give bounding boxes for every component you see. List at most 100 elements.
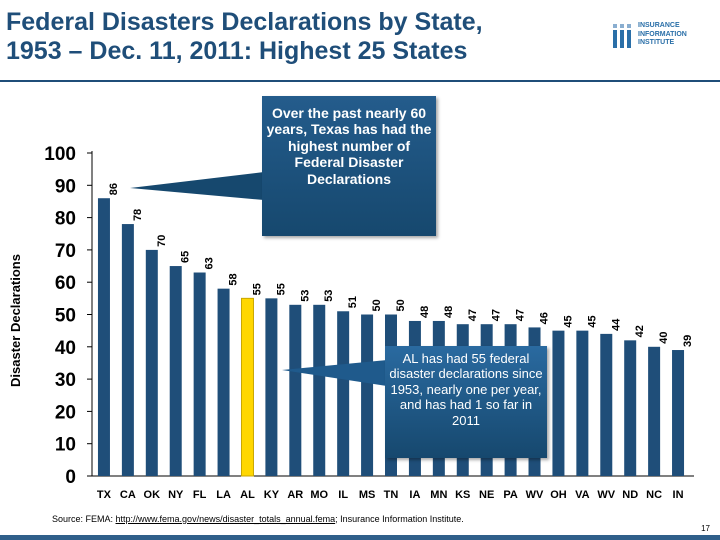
data-label: 50 bbox=[395, 299, 407, 311]
logo-line-3: INSTITUTE bbox=[638, 39, 675, 46]
x-tick-label: AR bbox=[287, 489, 303, 501]
y-tick-label: 70 bbox=[55, 241, 76, 262]
x-tick-label: WV bbox=[597, 489, 615, 501]
x-tick-label: LA bbox=[216, 489, 231, 501]
data-label: 63 bbox=[204, 257, 216, 269]
x-tick-label: VA bbox=[575, 489, 590, 501]
slide-title: Federal Disasters Declarations by State,… bbox=[6, 8, 596, 66]
data-label: 47 bbox=[491, 309, 503, 321]
y-axis-label: Disaster Declarations bbox=[8, 254, 23, 387]
data-label: 86 bbox=[108, 183, 120, 195]
bar-NC bbox=[648, 346, 661, 476]
bar-IN bbox=[672, 350, 685, 476]
logo-text: INSURANCE INFORMATION INSTITUTE bbox=[638, 22, 716, 48]
data-label: 53 bbox=[323, 290, 335, 302]
source-prefix: Source: FEMA: bbox=[52, 514, 116, 524]
x-tick-label: FL bbox=[193, 489, 207, 501]
bar-KY bbox=[265, 298, 278, 476]
bar-IL bbox=[337, 311, 350, 476]
callout-texas: Over the past nearly 60 years, Texas has… bbox=[262, 96, 436, 236]
x-tick-label: MN bbox=[430, 489, 447, 501]
callout-alabama-pointer bbox=[282, 360, 387, 386]
bar-FL bbox=[193, 272, 206, 476]
data-label: 44 bbox=[610, 318, 622, 331]
source-link[interactable]: http://www.fema.gov/news/disaster_totals… bbox=[115, 514, 336, 524]
y-tick-label: 60 bbox=[55, 273, 76, 294]
bar-ND bbox=[624, 340, 637, 476]
data-label: 55 bbox=[251, 283, 263, 295]
x-tick-label: TX bbox=[97, 489, 112, 501]
y-tick-label: 10 bbox=[55, 435, 76, 456]
x-tick-label: KY bbox=[264, 489, 280, 501]
title-line-1: Federal Disasters Declarations by State, bbox=[6, 8, 483, 36]
data-label: 47 bbox=[515, 309, 527, 321]
x-tick-label: MO bbox=[310, 489, 328, 501]
bar-WV bbox=[600, 333, 613, 476]
y-tick-label: 0 bbox=[65, 467, 76, 488]
data-label: 46 bbox=[539, 312, 551, 324]
y-tick-label: 50 bbox=[55, 306, 76, 327]
x-tick-label: IL bbox=[338, 489, 348, 501]
x-tick-label: MS bbox=[359, 489, 376, 501]
x-tick-label: IA bbox=[409, 489, 420, 501]
data-label: 78 bbox=[132, 209, 144, 221]
data-label: 40 bbox=[658, 332, 670, 344]
y-tick-label: 90 bbox=[55, 176, 76, 197]
source-suffix: ; Insurance Information Institute. bbox=[335, 514, 464, 524]
data-label: 58 bbox=[228, 273, 240, 285]
x-tick-label: NY bbox=[168, 489, 184, 501]
y-tick-label: 40 bbox=[55, 338, 76, 359]
data-label: 55 bbox=[275, 283, 287, 295]
y-tick-label: 20 bbox=[55, 402, 76, 423]
page-number: 17 bbox=[701, 524, 710, 533]
x-tick-label: PA bbox=[503, 489, 518, 501]
data-label: 51 bbox=[347, 296, 359, 308]
iii-logo: INSURANCE INFORMATION INSTITUTE bbox=[612, 22, 712, 62]
x-tick-label: OH bbox=[550, 489, 567, 501]
data-label: 42 bbox=[634, 325, 646, 337]
data-label: 53 bbox=[299, 290, 311, 302]
bar-AL bbox=[240, 297, 254, 477]
y-tick-label: 100 bbox=[44, 144, 76, 165]
logo-line-2: INFORMATION bbox=[638, 30, 687, 38]
x-tick-label: IN bbox=[673, 489, 684, 501]
bar-OK bbox=[145, 249, 158, 476]
data-label: 50 bbox=[371, 299, 383, 311]
data-label: 48 bbox=[443, 306, 455, 318]
x-tick-label: CA bbox=[120, 489, 136, 501]
bar-OH bbox=[552, 330, 565, 476]
callout-alabama: AL has had 55 federal disaster declarati… bbox=[385, 346, 547, 458]
data-label: 70 bbox=[156, 235, 168, 247]
x-tick-label: NC bbox=[646, 489, 662, 501]
callout-texas-pointer bbox=[130, 172, 264, 200]
x-tick-label: OK bbox=[144, 489, 161, 501]
x-tick-label: TN bbox=[384, 489, 399, 501]
x-tick-label: WV bbox=[526, 489, 544, 501]
logo-line-1: INSURANCE bbox=[638, 22, 680, 29]
bar-LA bbox=[217, 288, 230, 476]
data-label: 48 bbox=[419, 306, 431, 318]
bar-VA bbox=[576, 330, 589, 476]
data-label: 39 bbox=[682, 335, 694, 347]
bar-TX bbox=[97, 198, 110, 476]
y-tick-label: 30 bbox=[55, 370, 76, 391]
y-tick-label: 80 bbox=[55, 209, 76, 230]
iii-logo-icon bbox=[613, 24, 631, 48]
bar-MS bbox=[361, 314, 374, 476]
data-label: 47 bbox=[467, 309, 479, 321]
title-divider bbox=[0, 80, 720, 82]
bar-MO bbox=[313, 304, 326, 476]
title-line-2: 1953 – Dec. 11, 2011: Highest 25 States bbox=[6, 37, 468, 65]
x-tick-label: KS bbox=[455, 489, 470, 501]
data-label: 45 bbox=[562, 315, 574, 327]
x-tick-label: ND bbox=[622, 489, 638, 501]
data-label: 45 bbox=[586, 315, 598, 327]
footer-bar bbox=[0, 535, 720, 540]
bar-AR bbox=[289, 304, 302, 476]
bar-NY bbox=[169, 266, 182, 476]
x-tick-label: NE bbox=[479, 489, 494, 501]
source-note: Source: FEMA: http://www.fema.gov/news/d… bbox=[52, 514, 464, 524]
data-label: 65 bbox=[180, 251, 192, 263]
